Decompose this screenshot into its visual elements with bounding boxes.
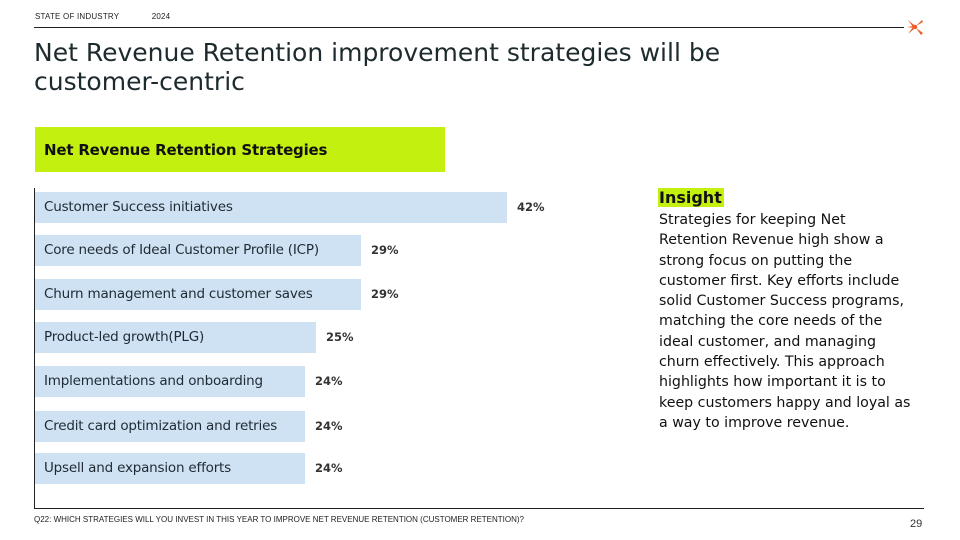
bar-category-label: Upsell and expansion efforts [44,460,231,476]
chart-title: Net Revenue Retention Strategies [44,141,328,159]
bar: Churn management and customer saves [35,279,361,310]
header-divider [34,27,904,28]
bar-value-label: 24% [315,419,343,433]
chart-title-banner: Net Revenue Retention Strategies [35,127,445,172]
survey-question: Q22: WHICH STRATEGIES WILL YOU INVEST IN… [34,515,525,524]
bar-category-label: Customer Success initiatives [44,199,233,215]
section-label: STATE OF INDUSTRY [35,12,120,21]
bar-value-label: 24% [315,374,343,388]
star-burst-icon [907,20,923,35]
bar: Product-led growth(PLG) [35,322,316,353]
bar-category-label: Product-led growth(PLG) [44,329,205,345]
insight-body: Strategies for keeping Net Retention Rev… [659,212,911,431]
chart-axis-line [34,188,35,508]
bar-value-label: 24% [315,461,343,475]
header: STATE OF INDUSTRY 2024 [35,12,170,21]
bar-value-label: 29% [371,243,399,257]
bar-category-label: Core needs of Ideal Customer Profile (IC… [44,242,319,258]
bar: Implementations and onboarding [35,366,305,397]
year-label: 2024 [151,12,171,21]
bar-value-label: 42% [517,200,545,214]
bar: Customer Success initiatives [35,192,507,223]
bar: Credit card optimization and retries [35,411,305,442]
bar: Core needs of Ideal Customer Profile (IC… [35,235,361,266]
bar-value-label: 29% [371,287,399,301]
bar-value-label: 25% [326,330,354,344]
bar-category-label: Credit card optimization and retries [44,418,278,434]
bar-category-label: Implementations and onboarding [44,373,263,389]
insight-title: Insight [658,188,724,207]
bar-category-label: Churn management and customer saves [44,286,313,302]
footer-divider [34,508,924,509]
bar: Upsell and expansion efforts [35,453,305,484]
page-title: Net Revenue Retention improvement strate… [34,38,721,96]
page-number: 29 [910,518,923,530]
